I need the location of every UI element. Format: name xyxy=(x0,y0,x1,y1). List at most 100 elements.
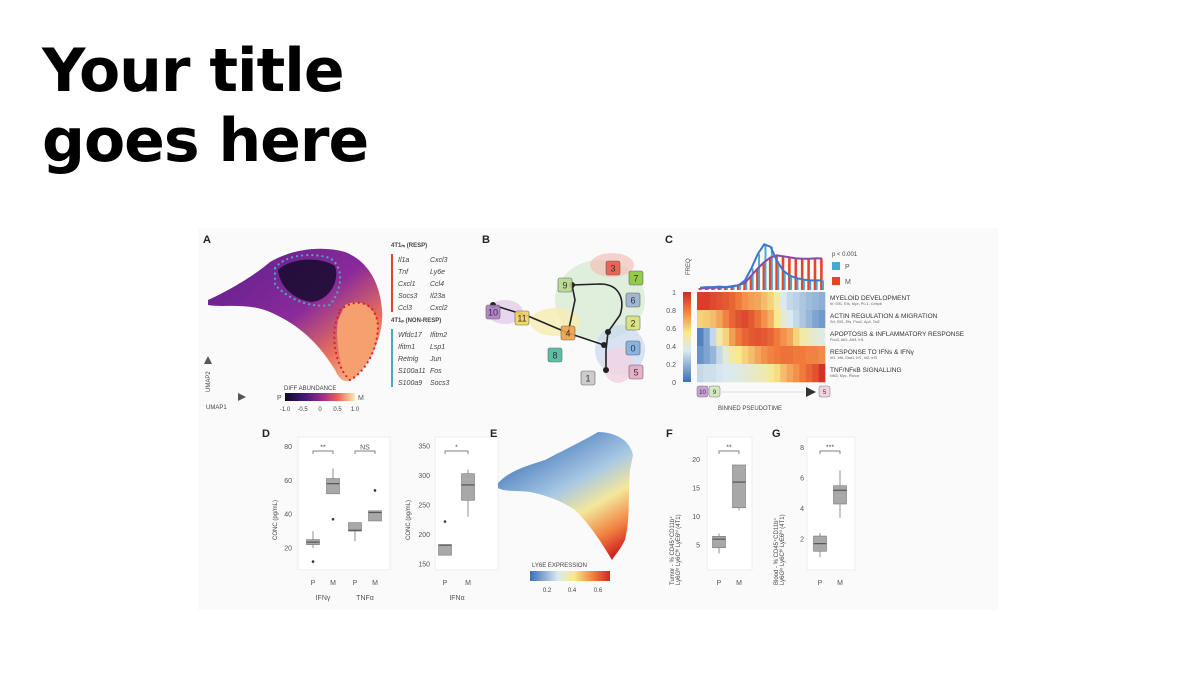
box-M xyxy=(326,468,340,521)
heatmap-cell xyxy=(697,292,704,311)
freq-bar-p xyxy=(732,286,735,290)
heatmap-colorbar-tick: 0.6 xyxy=(666,326,676,333)
heatmap-cell xyxy=(818,292,826,311)
heatmap-cell xyxy=(741,292,749,311)
cluster-node-0: 0 xyxy=(625,340,641,356)
pathway-label: TNF/NFκB SIGNALLING xyxy=(830,367,902,374)
colorbar-low-label: P xyxy=(277,395,282,402)
freq-bar-p xyxy=(758,254,761,290)
legend-p-swatch xyxy=(832,262,840,270)
significance-bracket xyxy=(354,450,376,454)
heatmap-cell xyxy=(799,292,807,311)
heatmap-cell xyxy=(767,310,775,329)
heatmap-cell xyxy=(773,364,781,383)
heatmap-cell xyxy=(748,310,755,329)
heatmap-cell xyxy=(761,292,768,311)
heatmap-cell xyxy=(741,364,749,383)
freq-bar-m xyxy=(820,258,823,290)
panel-b: B 3 7 9 6 2 10 11 4 0 8 1 5 xyxy=(482,234,645,386)
cluster-node-1: 1 xyxy=(580,370,596,386)
heatmap-cell xyxy=(716,292,723,311)
cluster-id: 5 xyxy=(633,368,638,378)
significance-bracket xyxy=(444,450,469,454)
resp-genes-title: 4T1ₘ (RESP) xyxy=(391,243,427,249)
panel-g: G Blood - % CD45⁺CD11b⁺ Ly6Gˡᵒ Ly6Cʰⁱ Ly… xyxy=(772,428,856,587)
y-tick: 300 xyxy=(418,473,430,480)
box-M xyxy=(368,489,382,522)
heatmap-cell xyxy=(729,310,736,329)
freq-bar-p xyxy=(777,261,780,290)
freq-bar-m xyxy=(768,257,772,290)
heatmap-cell xyxy=(786,328,794,347)
start-cluster-id: 9 xyxy=(713,390,717,396)
y-tick: 350 xyxy=(418,443,430,450)
y-tick: 250 xyxy=(418,503,430,510)
freq-bar-m xyxy=(711,287,714,290)
heatmap-cell xyxy=(741,328,749,347)
heatmap-cell xyxy=(812,364,819,383)
y-tick: 10 xyxy=(692,514,700,521)
heatmap-cell xyxy=(818,310,826,329)
gene-label: Ccl3 xyxy=(398,305,412,312)
freq-bar-p xyxy=(783,270,786,290)
freq-bar-p xyxy=(822,280,825,290)
heatmap-cell xyxy=(799,346,807,365)
d-left-ylabel: CONC (pg/mL) xyxy=(273,500,279,540)
start-cluster-badge xyxy=(696,385,709,398)
heatmap-cell xyxy=(722,328,730,347)
outlier-point xyxy=(331,517,335,521)
heatmap-cell xyxy=(805,292,813,311)
pathway-label: RESPONSE TO IFNs & IFNγ xyxy=(830,349,915,356)
panel-label-b: B xyxy=(482,234,490,246)
gene-label: Ccl4 xyxy=(430,281,444,288)
heatmap-cell xyxy=(786,364,794,383)
f-ylabel-line1: Tumor - % CD45⁺CD11b⁺ xyxy=(669,516,676,585)
y-tick: 20 xyxy=(284,546,292,553)
x-category: M xyxy=(465,580,471,587)
heatmap-cell xyxy=(780,292,787,311)
heatmap-cell xyxy=(754,310,762,329)
gene-label: Socs3 xyxy=(398,293,418,300)
box-M xyxy=(461,469,475,517)
heatmap-cell xyxy=(741,346,749,365)
iqr-box xyxy=(348,522,362,532)
y-tick: 5 xyxy=(696,542,700,549)
significance-bracket xyxy=(312,450,334,454)
gene-label: Socs3 xyxy=(430,380,450,387)
pathway-genes: Srf, Elf1, Ets, Pou2, Ap4, Tal2 xyxy=(830,320,880,324)
cluster-id: 4 xyxy=(565,329,570,339)
heatmap-cell xyxy=(767,364,775,383)
iqr-box xyxy=(368,510,382,522)
heatmap-cell xyxy=(703,292,711,311)
x-category: M xyxy=(330,580,336,587)
colorbar-tick: -0.5 xyxy=(297,407,308,413)
heatmap-cell xyxy=(703,346,711,365)
colorbar-tick: 1.0 xyxy=(351,407,360,413)
freq-bar-m xyxy=(724,287,727,290)
pseudotime-label: BINNED PSEUDOTIME xyxy=(718,406,782,412)
freq-bar-m xyxy=(775,255,778,290)
end-cluster-badge xyxy=(818,385,831,398)
heatmap-cell xyxy=(793,364,800,383)
iqr-box xyxy=(732,464,746,509)
heatmap-cell xyxy=(761,328,768,347)
heatmap-cell xyxy=(709,346,717,365)
cluster-node-10: 10 xyxy=(485,304,501,320)
legend-m-label: M xyxy=(845,279,851,286)
cluster-badge xyxy=(485,304,501,320)
heatmap-cell xyxy=(812,346,819,365)
freq-bar-p xyxy=(751,268,754,290)
heatmap-cell xyxy=(805,346,813,365)
heatmap-cell xyxy=(735,364,743,383)
cluster-cloud xyxy=(603,347,633,383)
freq-bar-p xyxy=(796,278,799,290)
pathway-genes: Irf1, Irf8, Stat1, Irf7, Irf2, Irf3 xyxy=(830,356,877,360)
panel-label-a: A xyxy=(203,234,211,246)
heatmap-colorbar-tick: 0.8 xyxy=(666,308,676,315)
iqr-box xyxy=(438,544,452,556)
freq-bar-m xyxy=(698,288,702,290)
panel-label-e: E xyxy=(490,428,497,440)
freq-bar-m xyxy=(730,286,734,290)
pathway-label: APOPTOSIS & INFLAMMATORY RESPONSE xyxy=(830,331,965,338)
